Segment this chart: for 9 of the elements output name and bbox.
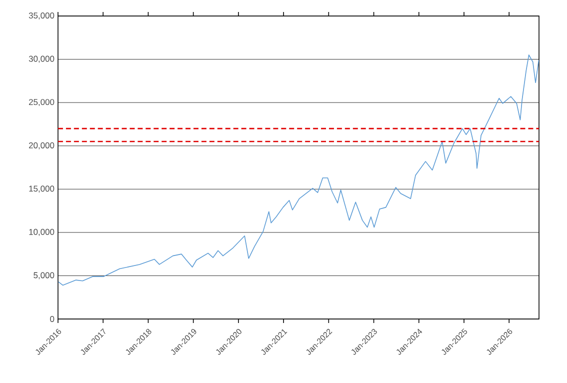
y-tick-label: 0	[50, 316, 54, 322]
y-tick-label: 20,000	[29, 142, 54, 150]
y-tick-label: 5,000	[34, 272, 54, 280]
y-tick-label: 25,000	[29, 99, 54, 106]
y-tick-label: 10,000	[29, 228, 54, 236]
y-tick-label: 30,000	[28, 56, 54, 63]
y-tick-label: 35,000	[28, 12, 54, 20]
y-tick-label: 15,000	[29, 186, 54, 193]
line-series	[58, 54, 540, 286]
